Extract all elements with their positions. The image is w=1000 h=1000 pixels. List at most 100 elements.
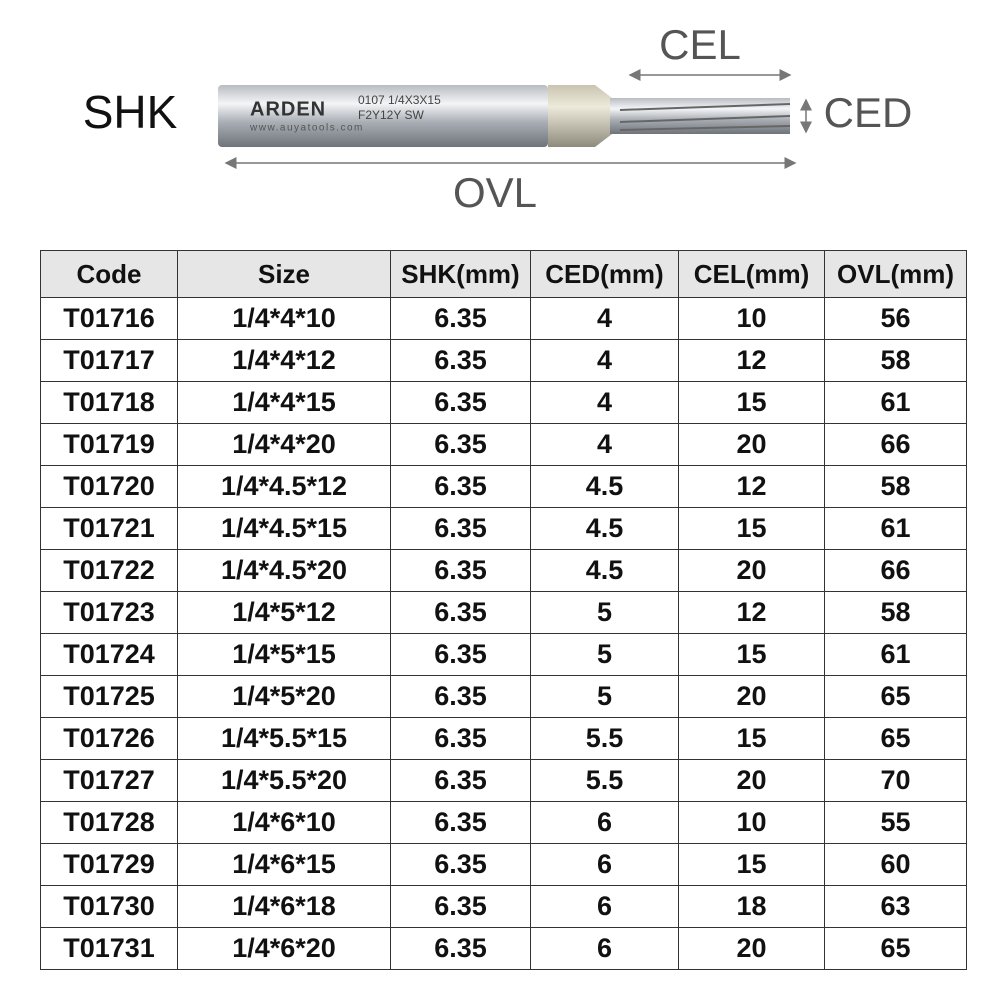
table-cell: T01724 [40,633,178,676]
ovl-label: OVL [453,169,537,216]
table-row: T01723 1/4*5*12 6.35 5 12 58 [40,591,967,634]
table-cell: T01719 [40,423,178,466]
table-cell: 6.35 [390,717,531,760]
table-cell: T01726 [40,717,178,760]
table-cell: T01720 [40,465,178,508]
table-row: T01726 1/4*5.5*15 6.35 5.5 15 65 [40,717,967,760]
table-row: T01724 1/4*5*15 6.35 5 15 61 [40,633,967,676]
table-cell: 6.35 [390,381,531,424]
table-cell: 5 [530,591,679,634]
table-cell: T01728 [40,801,178,844]
table-cell: T01729 [40,843,178,886]
table-cell: 61 [824,381,967,424]
table-cell: 1/4*5*20 [177,675,391,718]
table-cell: 12 [678,591,825,634]
table-cell: 20 [678,423,825,466]
table-cell: 15 [678,381,825,424]
table-cell: 6.35 [390,549,531,592]
table-cell: 6.35 [390,633,531,676]
table-row: T01725 1/4*5*20 6.35 5 20 65 [40,675,967,718]
table-row: T01721 1/4*4.5*15 6.35 4.5 15 61 [40,507,967,550]
table-cell: 15 [678,843,825,886]
table-cell: 15 [678,507,825,550]
spec: 0107 1/4X3X15 [358,93,441,107]
table-cell: 55 [824,801,967,844]
table-cell: T01722 [40,549,178,592]
table-cell: T01730 [40,885,178,928]
shank [218,85,548,147]
table-row: T01728 1/4*6*10 6.35 6 10 55 [40,801,967,844]
table-cell: 65 [824,675,967,718]
header-cell: OVL(mm) [824,250,967,298]
header-cell: Size [177,250,391,298]
table-cell: 70 [824,759,967,802]
table-cell: T01725 [40,675,178,718]
table-cell: 1/4*5.5*15 [177,717,391,760]
table-cell: 5 [530,675,679,718]
table-cell: 1/4*6*18 [177,885,391,928]
table-cell: T01718 [40,381,178,424]
table-cell: 5 [530,633,679,676]
brand: ARDEN [250,98,326,120]
table-row: T01722 1/4*4.5*20 6.35 4.5 20 66 [40,549,967,592]
table-cell: 1/4*6*15 [177,843,391,886]
table-row: T01727 1/4*5.5*20 6.35 5.5 20 70 [40,759,967,802]
table-cell: 66 [824,549,967,592]
table-cell: 1/4*4.5*20 [177,549,391,592]
table-cell: T01727 [40,759,178,802]
table-cell: 6.35 [390,507,531,550]
table-cell: 4 [530,381,679,424]
header-row: Code Size SHK(mm) CED(mm) CEL(mm) OVL(mm) [40,250,967,298]
table-cell: 56 [824,297,967,340]
table-cell: 12 [678,339,825,382]
ced-label: CED [824,89,913,136]
table-cell: 20 [678,549,825,592]
table-cell: 1/4*4*15 [177,381,391,424]
code: F2Y12Y SW [358,108,424,122]
table-cell: 1/4*4*12 [177,339,391,382]
header-cell: CEL(mm) [678,250,825,298]
table-row: T01731 1/4*6*20 6.35 6 20 65 [40,927,967,970]
table-cell: 6.35 [390,591,531,634]
table-cell: 20 [678,927,825,970]
table-cell: 60 [824,843,967,886]
table-cell: 10 [678,297,825,340]
table-cell: 1/4*4.5*15 [177,507,391,550]
table-cell: T01716 [40,297,178,340]
table-cell: 1/4*5*15 [177,633,391,676]
table-row: T01730 1/4*6*18 6.35 6 18 63 [40,885,967,928]
table-cell: 63 [824,885,967,928]
table-row: T01720 1/4*4.5*12 6.35 4.5 12 58 [40,465,967,508]
table-cell: 6.35 [390,297,531,340]
neck [548,85,612,147]
table-row: T01716 1/4*4*10 6.35 4 10 56 [40,297,967,340]
table-cell: 4.5 [530,549,679,592]
header-cell: CED(mm) [530,250,679,298]
flute-lines [619,103,791,131]
table-cell: 4 [530,297,679,340]
table-cell: 65 [824,717,967,760]
table-cell: 4.5 [530,507,679,550]
table-cell: 6.35 [390,927,531,970]
table-cell: 20 [678,675,825,718]
header-cell: Code [40,250,178,298]
table-cell: 4.5 [530,465,679,508]
table-cell: 4 [530,339,679,382]
table-cell: 61 [824,507,967,550]
table-cell: 1/4*4*10 [177,297,391,340]
table-row: T01719 1/4*4*20 6.35 4 20 66 [40,423,967,466]
table-cell: 65 [824,927,967,970]
table-cell: 12 [678,465,825,508]
table-cell: 6.35 [390,843,531,886]
url: www.auyatools.com [249,123,364,134]
table-row: T01718 1/4*4*15 6.35 4 15 61 [40,381,967,424]
cel-label: CEL [659,21,741,68]
spec-table: Code Size SHK(mm) CED(mm) CEL(mm) OVL(mm) T01… [40,250,967,970]
table-cell: 6 [530,843,679,886]
table-cell: 6.35 [390,423,531,466]
table-row: T01717 1/4*4*12 6.35 4 12 58 [40,339,967,382]
table-cell: 6.35 [390,675,531,718]
table-cell: 1/4*6*20 [177,927,391,970]
table-cell: 6.35 [390,465,531,508]
